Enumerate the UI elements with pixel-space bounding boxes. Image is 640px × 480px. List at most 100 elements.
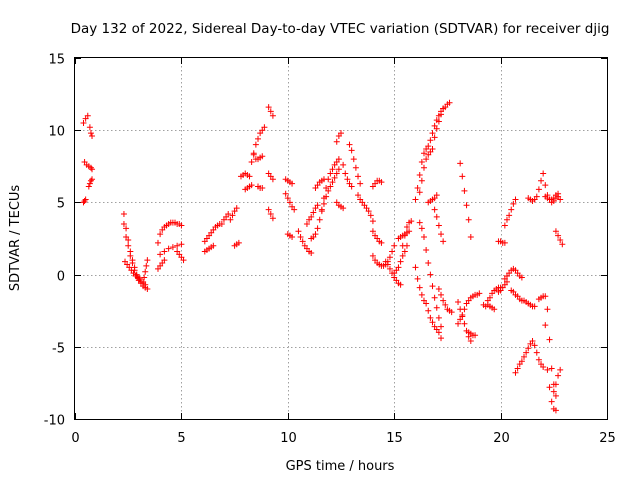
data-point [120,221,127,228]
data-point [87,130,94,137]
data-point [555,372,562,379]
data-point [431,206,438,213]
data-point [355,192,362,199]
data-point [542,182,549,189]
plot-frame [74,57,608,420]
data-point [414,275,421,282]
data-point [329,166,336,173]
data-point [533,193,540,200]
x-tick-label: 25 [599,431,616,446]
data-point [399,242,406,249]
data-point [144,286,151,293]
series-arc-42 [382,258,404,288]
data-point [418,177,425,184]
data-point [457,160,464,167]
data-point [261,124,268,131]
series-arc-43 [391,242,410,277]
data-point [318,208,325,215]
data-point [546,336,553,343]
data-point [84,112,91,119]
series-arc-68 [542,306,559,399]
series-arc-38 [355,192,376,225]
y-tick-label: -5 [52,342,65,357]
data-point [367,212,374,219]
series-arc-58 [484,301,498,313]
y-tick-label: -10 [44,414,65,429]
data-point [297,234,304,241]
data-point [442,301,449,308]
data-point [136,275,143,282]
data-point [295,228,302,235]
series-arc-60 [501,196,519,229]
data-point [506,212,513,219]
data-point [265,104,272,111]
data-point [461,306,468,313]
data-point [538,177,545,184]
data-point [521,353,528,360]
data-point [427,314,434,321]
data-point [446,99,453,106]
data-point [329,179,336,186]
data-point [406,228,413,235]
data-point [320,200,327,207]
data-point [335,166,342,173]
data-point [455,320,462,327]
data-point [503,278,510,285]
data-point [378,179,385,186]
data-point [378,239,385,246]
series-arc-51 [431,206,447,245]
grid [75,58,607,419]
data-point [540,364,547,371]
data-point [235,239,242,246]
data-point [87,164,94,171]
data-point [550,388,557,395]
series-arc-12 [174,248,187,264]
data-point [544,366,551,373]
series-arc-16 [227,205,240,223]
series-arc-70 [550,366,564,395]
data-point [229,212,236,219]
data-point [86,124,93,131]
series-arc-27 [282,176,296,187]
data-point [227,216,234,223]
series-arc-09 [154,219,185,246]
data-point [141,274,148,281]
data-point [303,221,310,228]
data-point [123,234,130,241]
data-point [89,176,96,183]
data-point [169,244,176,251]
series-arc-56 [465,329,479,339]
data-point [248,182,255,189]
series-arc-14 [201,242,217,255]
data-point [269,215,276,222]
data-point [250,151,257,158]
data-point [284,195,291,202]
data-point [127,252,134,259]
data-point [559,241,566,248]
data-point [416,219,423,226]
data-point [348,183,355,190]
series-arc-63 [508,287,538,310]
data-point [423,247,430,254]
data-point [369,252,376,259]
data-point [433,304,440,311]
y-tick-label: 10 [48,125,65,140]
data-point [542,293,549,300]
series-arc-47 [416,105,447,196]
data-point [120,210,127,217]
data-point [267,210,274,217]
data-point [440,105,447,112]
data-point [82,196,89,203]
y-tick-label: 0 [57,270,65,285]
data-point [455,299,462,306]
series-arc-67 [546,193,564,206]
data-point [429,319,436,326]
data-point [431,134,438,141]
data-point [457,316,464,323]
data-point [429,130,436,137]
data-point [165,245,172,252]
data-point [333,138,340,145]
series-arc-36 [346,141,364,187]
series-arc-21 [242,182,255,193]
x-tick-label: 20 [493,431,510,446]
